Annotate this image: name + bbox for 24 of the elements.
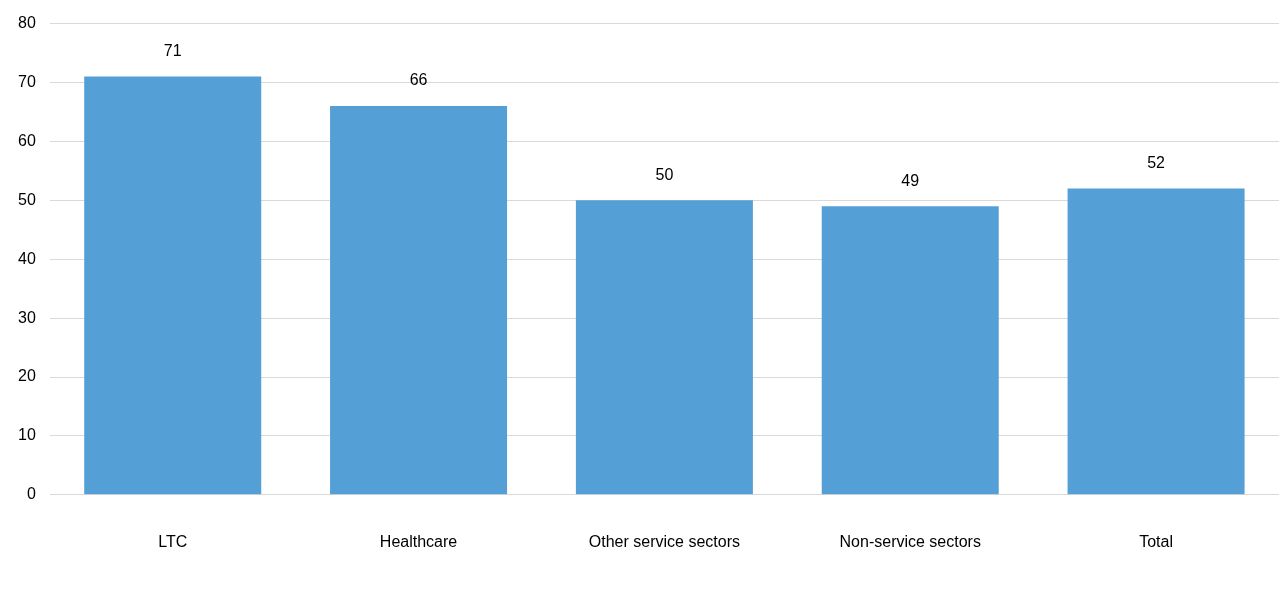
data-label: 49 bbox=[901, 171, 920, 189]
y-tick-label: 20 bbox=[18, 367, 36, 385]
data-label: 50 bbox=[655, 165, 674, 183]
data-label: 66 bbox=[409, 71, 428, 89]
y-tick-label: 50 bbox=[18, 190, 36, 208]
bar bbox=[84, 76, 262, 495]
y-tick-label: 60 bbox=[18, 131, 36, 149]
x-tick-label: Total bbox=[1139, 532, 1173, 550]
x-tick-label: Other service sectors bbox=[588, 532, 740, 550]
data-label: 52 bbox=[1147, 153, 1166, 171]
bar bbox=[575, 200, 753, 495]
bar bbox=[1067, 188, 1245, 495]
bar bbox=[821, 206, 999, 495]
y-tick-label: 40 bbox=[18, 249, 36, 267]
y-tick-label: 70 bbox=[18, 72, 36, 90]
x-tick-label: Healthcare bbox=[379, 532, 458, 550]
y-tick-label: 10 bbox=[18, 426, 36, 444]
bar bbox=[330, 106, 508, 495]
x-tick-label: Non-service sectors bbox=[839, 532, 981, 550]
data-label: 71 bbox=[163, 42, 182, 60]
y-tick-label: 0 bbox=[26, 485, 36, 503]
y-tick-label: 30 bbox=[18, 308, 36, 326]
x-tick-label: LTC bbox=[158, 532, 188, 550]
y-tick-label: 80 bbox=[18, 14, 36, 32]
